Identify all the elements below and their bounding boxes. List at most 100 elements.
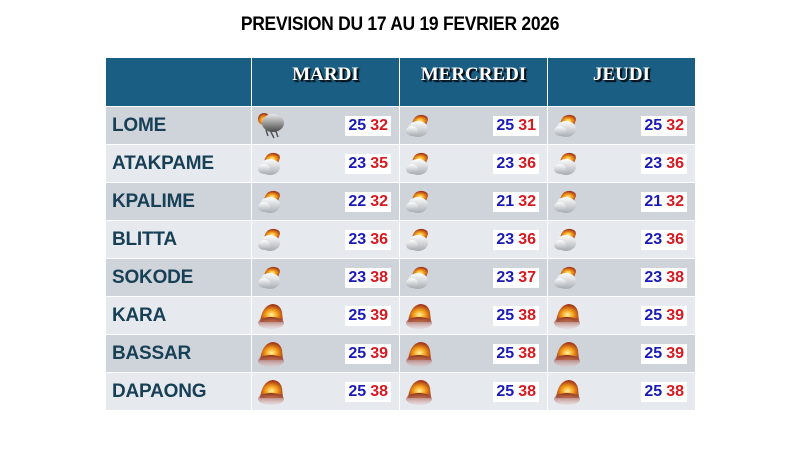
temp-min: 23 — [348, 269, 367, 286]
hazy-sun-icon — [552, 338, 582, 368]
table-row: LOME 25 32 25 31 25 32 — [105, 106, 696, 145]
hazy-sun-icon — [256, 300, 286, 330]
temp-min: 25 — [644, 307, 663, 324]
partly-cloudy-icon — [404, 262, 434, 292]
table-row: SOKODE 23 38 23 37 23 38 — [105, 258, 696, 297]
forecast-cell: 25 38 — [399, 334, 548, 373]
temperature-range: 23 36 — [493, 154, 539, 174]
temp-max: 32 — [666, 117, 684, 134]
temp-max: 38 — [666, 383, 684, 400]
table-row: BASSAR 25 39 25 38 25 39 — [105, 334, 696, 373]
temp-max: 39 — [666, 345, 684, 362]
city-name: DAPAONG — [105, 372, 252, 411]
temp-min: 23 — [644, 269, 663, 286]
hazy-sun-icon — [552, 300, 582, 330]
forecast-cell: 25 32 — [547, 106, 696, 145]
hazy-sun-icon — [404, 376, 434, 406]
partly-cloudy-icon — [552, 148, 582, 178]
temp-min: 21 — [496, 193, 515, 210]
temperature-range: 23 38 — [641, 268, 687, 288]
forecast-cell: 21 32 — [547, 182, 696, 221]
partly-cloudy-icon — [404, 110, 434, 140]
partly-cloudy-icon — [256, 262, 286, 292]
temp-max: 31 — [518, 117, 536, 134]
partly-cloudy-icon — [552, 110, 582, 140]
temp-max: 32 — [370, 193, 388, 210]
temp-min: 25 — [644, 345, 663, 362]
temperature-range: 25 39 — [345, 306, 391, 326]
forecast-cell: 23 36 — [399, 144, 548, 183]
temp-min: 23 — [496, 231, 515, 248]
temperature-range: 25 38 — [641, 382, 687, 402]
city-name: SOKODE — [105, 258, 252, 297]
temp-max: 38 — [518, 383, 536, 400]
temp-min: 25 — [348, 383, 367, 400]
day-header-wednesday: MERCREDI — [399, 57, 548, 107]
temp-max: 36 — [666, 155, 684, 172]
temperature-range: 23 38 — [345, 268, 391, 288]
forecast-cell: 23 36 — [251, 220, 400, 259]
temp-min: 23 — [644, 155, 663, 172]
forecast-cell: 23 38 — [251, 258, 400, 297]
table-row: ATAKPAME 23 35 23 36 23 36 — [105, 144, 696, 183]
forecast-table: MARDI MERCREDI JEUDI LOME 25 32 25 31 25 32 ATA… — [105, 57, 696, 411]
thunderstorm-icon — [256, 110, 286, 140]
temp-max: 36 — [518, 231, 536, 248]
temperature-range: 25 39 — [345, 344, 391, 364]
forecast-cell: 25 32 — [251, 106, 400, 145]
temperature-range: 21 32 — [641, 192, 687, 212]
temperature-range: 23 36 — [345, 230, 391, 250]
temperature-range: 25 38 — [493, 344, 539, 364]
temp-max: 38 — [370, 269, 388, 286]
temp-max: 38 — [518, 307, 536, 324]
temp-min: 21 — [644, 193, 663, 210]
temp-min: 23 — [644, 231, 663, 248]
forecast-cell: 23 35 — [251, 144, 400, 183]
partly-cloudy-icon — [552, 186, 582, 216]
forecast-cell: 23 36 — [547, 220, 696, 259]
temp-max: 38 — [518, 345, 536, 362]
table-row: DAPAONG 25 38 25 38 25 38 — [105, 372, 696, 411]
city-name: ATAKPAME — [105, 144, 252, 183]
forecast-cell: 23 36 — [547, 144, 696, 183]
temperature-range: 25 38 — [493, 382, 539, 402]
table-row: BLITTA 23 36 23 36 23 36 — [105, 220, 696, 259]
city-name: BASSAR — [105, 334, 252, 373]
forecast-cell: 25 39 — [547, 334, 696, 373]
forecast-cell: 23 38 — [547, 258, 696, 297]
forecast-cell: 23 37 — [399, 258, 548, 297]
forecast-cell: 22 32 — [251, 182, 400, 221]
partly-cloudy-icon — [256, 224, 286, 254]
temp-max: 39 — [370, 345, 388, 362]
page-title: PREVISION DU 17 AU 19 FEVRIER 2026 — [240, 14, 560, 35]
forecast-cell: 25 38 — [399, 296, 548, 335]
city-name: LOME — [105, 106, 252, 145]
temp-max: 32 — [370, 117, 388, 134]
temp-max: 39 — [370, 307, 388, 324]
temp-min: 25 — [496, 345, 515, 362]
temperature-range: 25 32 — [345, 116, 391, 136]
hazy-sun-icon — [552, 376, 582, 406]
table-row: KARA 25 39 25 38 25 39 — [105, 296, 696, 335]
temp-min: 23 — [348, 155, 367, 172]
hazy-sun-icon — [256, 376, 286, 406]
temp-min: 25 — [348, 117, 367, 134]
partly-cloudy-icon — [404, 186, 434, 216]
table-row: KPALIME 22 32 21 32 21 32 — [105, 182, 696, 221]
temperature-range: 21 32 — [493, 192, 539, 212]
temperature-range: 23 37 — [493, 268, 539, 288]
temperature-range: 25 39 — [641, 344, 687, 364]
hazy-sun-icon — [256, 338, 286, 368]
corner-cell — [105, 57, 252, 107]
day-header-thursday: JEUDI — [547, 57, 696, 107]
hazy-sun-icon — [404, 338, 434, 368]
temp-max: 36 — [370, 231, 388, 248]
forecast-cell: 25 39 — [251, 334, 400, 373]
temp-max: 39 — [666, 307, 684, 324]
temperature-range: 23 36 — [493, 230, 539, 250]
header-row: MARDI MERCREDI JEUDI — [105, 57, 696, 107]
forecast-cell: 25 39 — [251, 296, 400, 335]
temp-min: 23 — [348, 231, 367, 248]
temp-max: 37 — [518, 269, 536, 286]
temperature-range: 23 36 — [641, 154, 687, 174]
